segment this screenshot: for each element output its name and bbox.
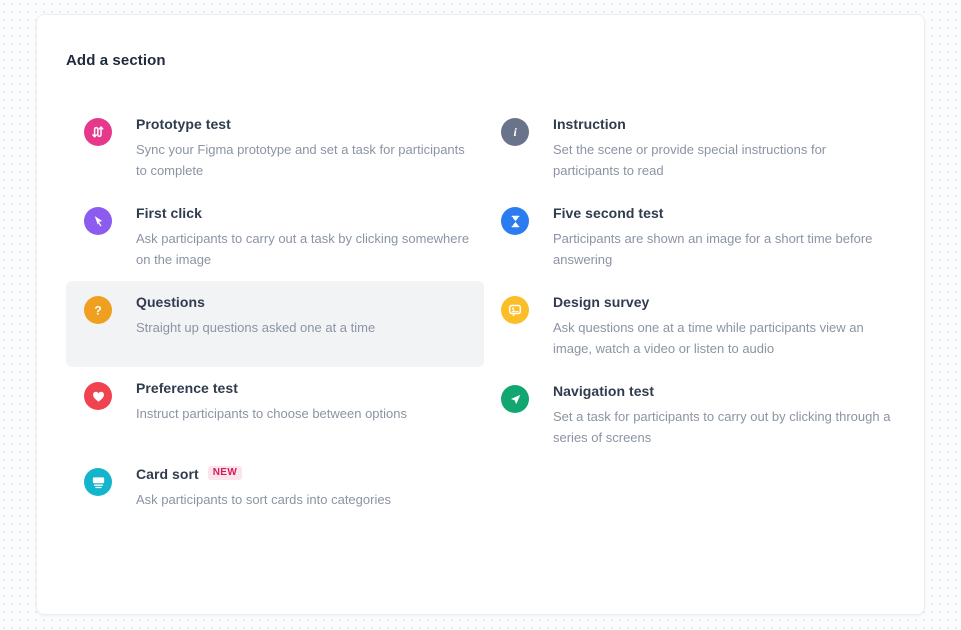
section-option-description: Instruct participants to choose between … [136,406,407,421]
section-option-title-row: Card sort NEW [136,464,474,484]
status-badge-new: NEW [207,466,243,480]
section-option-description: Ask participants to carry out a task by … [136,231,470,267]
section-option-title-row: Preference test [136,378,474,398]
hourglass-icon [501,207,529,235]
section-option-card-sort[interactable]: Card sort NEW Ask participants to sort car… [66,453,484,539]
card-sort-icon [84,468,112,496]
section-option-preference-test[interactable]: Preference test Instruct participants to … [66,367,484,453]
section-option-design-survey[interactable]: Design survey Ask questions one at a time… [483,281,901,370]
section-option-five-second-test[interactable]: Five second test Participants are shown a… [483,192,901,281]
section-option-title-row: Navigation test [553,381,891,401]
section-option-description: Ask participants to sort cards into cate… [136,492,392,507]
page-title: Add a section [66,52,166,69]
section-option-description: Straight up questions asked one at a tim… [136,320,376,335]
section-option-title: Card sort [136,466,199,482]
section-option-title-row: Questions [136,292,474,312]
svg-text:?: ? [94,303,101,317]
section-option-title: Questions [136,294,205,310]
section-option-title-row: Prototype test [136,114,474,134]
section-column-right: i Instruction Set the scene or provide spe… [483,103,901,459]
section-option-title: Navigation test [553,383,655,399]
section-option-body: Card sort NEW Ask participants to sort car… [136,464,474,510]
info-icon: i [501,118,529,146]
section-option-prototype-test[interactable]: Prototype test Sync your Figma prototype … [66,103,484,192]
section-option-body: First click Ask participants to carry out… [136,203,474,270]
section-option-title-row: First click [136,203,474,223]
section-option-title-row: Five second test [553,203,891,223]
section-option-first-click[interactable]: First click Ask participants to carry out… [66,192,484,281]
section-option-body: Preference test Instruct participants to … [136,378,474,424]
question-mark-icon: ? [84,296,112,324]
section-option-title: Five second test [553,205,664,221]
section-option-title-row: Instruction [553,114,891,134]
heart-icon [84,382,112,410]
section-option-description: Participants are shown an image for a sh… [553,231,873,267]
section-option-body: Design survey Ask questions one at a time… [553,292,891,359]
section-option-body: Instruction Set the scene or provide spec… [553,114,891,181]
section-option-description: Ask questions one at a time while partic… [553,320,864,356]
section-column-left: Prototype test Sync your Figma prototype … [66,103,484,539]
section-option-title-row: Design survey [553,292,891,312]
section-option-body: Five second test Participants are shown a… [553,203,891,270]
section-option-title: Preference test [136,380,238,396]
section-option-body: Prototype test Sync your Figma prototype … [136,114,474,181]
section-option-description: Set a task for participants to carry out… [553,409,891,445]
section-option-instruction[interactable]: i Instruction Set the scene or provide spe… [483,103,901,192]
add-section-panel: Add a section Prototype test Sync your Fi… [36,14,925,615]
section-option-title: Prototype test [136,116,231,132]
section-option-body: Navigation test Set a task for participan… [553,381,891,448]
navigation-arrow-icon [501,385,529,413]
section-option-description: Sync your Figma prototype and set a task… [136,142,465,178]
svg-text:i: i [514,125,518,139]
section-option-description: Set the scene or provide special instruc… [553,142,827,178]
prototype-flow-icon [84,118,112,146]
section-option-title: First click [136,205,202,221]
media-chat-icon [501,296,529,324]
section-option-body: Questions Straight up questions asked one… [136,292,474,338]
section-option-title: Instruction [553,116,626,132]
section-option-navigation-test[interactable]: Navigation test Set a task for participan… [483,370,901,459]
section-option-questions[interactable]: ? Questions Straight up questions asked on… [66,281,484,367]
cursor-icon [84,207,112,235]
section-option-title: Design survey [553,294,650,310]
